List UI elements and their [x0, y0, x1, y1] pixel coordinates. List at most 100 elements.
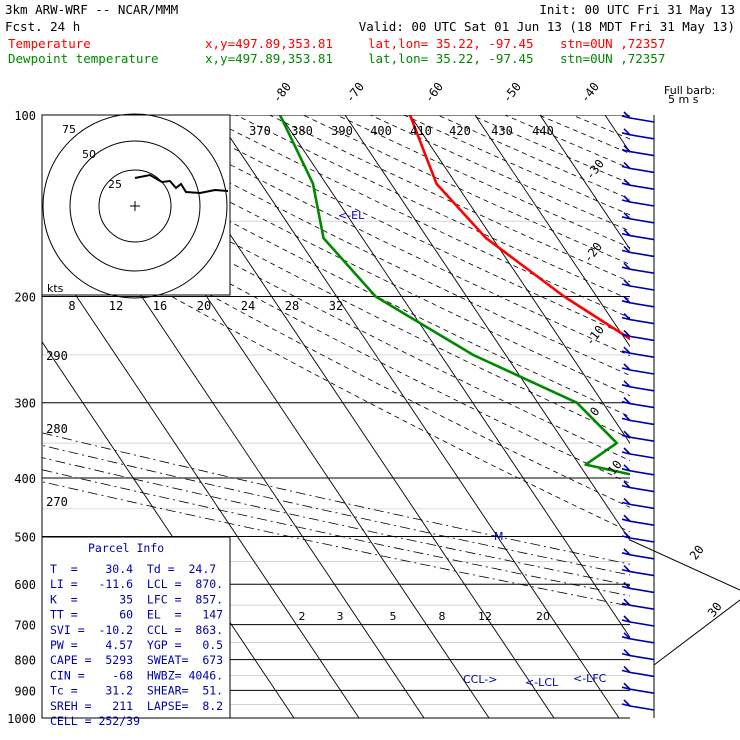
isotherm — [474, 115, 630, 348]
pressure-label: 100 — [14, 109, 36, 123]
theta-label: 410 — [410, 124, 432, 138]
wind-barb — [621, 262, 655, 274]
dry-adiabat — [269, 115, 630, 283]
hodograph-ring — [69, 140, 201, 272]
wind-barb — [621, 615, 655, 627]
mixing-ratio-label: 20 — [536, 610, 550, 623]
barb-label: Full barb: — [664, 84, 715, 97]
dry-adiabat — [504, 115, 630, 169]
theta-label: 370 — [249, 124, 271, 138]
wind-barb — [621, 548, 655, 560]
model-title: 3km ARW-WRF -- NCAR/MMM — [5, 2, 178, 17]
isotherm-label: -70 — [343, 80, 367, 106]
hodograph-ring — [42, 113, 228, 299]
isotherm-label: -20 — [581, 240, 605, 266]
wind-barb — [621, 699, 655, 711]
hodo-speed-tick: 28 — [285, 299, 299, 313]
legend-name: Dewpoint temperature — [8, 51, 159, 66]
isotherm — [214, 115, 620, 718]
isotherm — [735, 115, 740, 718]
theta-label: 380 — [291, 124, 313, 138]
legend-xy: x,y=497.89,353.81 — [205, 36, 333, 51]
hodograph-trace — [134, 173, 229, 195]
hodo-speed-tick: 20 — [197, 299, 211, 313]
wind-barb — [621, 111, 655, 123]
wind-barb — [621, 464, 655, 476]
dewpoint-profile — [278, 115, 630, 476]
dry-adiabat — [471, 115, 630, 184]
theta-label: 430 — [491, 124, 513, 138]
wind-barb — [621, 195, 655, 207]
parcel-info-row: SREH = 211 LAPSE= 8.2 — [50, 699, 223, 713]
wind-barb — [621, 346, 655, 358]
isotherm-label: -60 — [422, 80, 446, 106]
wind-barb — [621, 229, 655, 241]
temperature-profile — [408, 115, 630, 341]
dry-adiabat — [403, 115, 630, 216]
right-boundary — [629, 539, 740, 591]
mixing-ratio-label: 5 — [390, 610, 397, 623]
mixing-ratio-label: 8 — [439, 610, 446, 623]
theta-label: 270 — [46, 495, 68, 509]
wind-barb — [621, 531, 655, 543]
parcel-info-row: LI = -11.6 LCL = 870. — [50, 577, 223, 591]
pressure-label: 1000 — [7, 712, 36, 726]
isotherm — [344, 115, 630, 542]
theta-label: 440 — [532, 124, 554, 138]
dry-adiabat — [67, 115, 630, 397]
isotherm — [279, 115, 630, 639]
moist-adiabat — [42, 481, 630, 607]
isotherm-label: -10 — [583, 323, 607, 349]
pressure-label: 300 — [14, 397, 36, 411]
ccl-marker: CCL-> — [463, 673, 497, 686]
mixing-ratio-label: 2 — [299, 610, 306, 623]
legend-xy: x,y=497.89,353.81 — [205, 51, 333, 66]
mixing-ratio-label: 12 — [478, 610, 492, 623]
wind-barb — [621, 279, 655, 291]
legend-latlon: lat,lon= 35.22, -97.45 — [368, 36, 534, 51]
wind-barb — [621, 514, 655, 526]
parcel-info-title: Parcel Info — [88, 541, 164, 555]
isotherm — [539, 115, 630, 251]
dry-adiabat — [42, 178, 630, 484]
theta-label: 400 — [370, 124, 392, 138]
hodo-speed-tick: 32 — [329, 299, 343, 313]
wind-barb — [621, 665, 655, 678]
pressure-label: 200 — [14, 291, 36, 305]
wind-barb — [621, 497, 655, 510]
legend-stn: stn=0UN ,72357 — [560, 51, 665, 66]
hodo-speed-tick: 8 — [68, 299, 75, 313]
hodo-ring-label: 50 — [82, 148, 96, 161]
wind-barb — [621, 632, 655, 644]
isotherm — [409, 115, 630, 445]
wind-barb — [621, 682, 655, 694]
valid-time: Valid: 00 UTC Sat 01 Jun 13 (18 MDT Fri … — [359, 19, 735, 34]
wind-barb — [621, 128, 655, 140]
el-marker: <-EL — [338, 209, 365, 222]
wind-barb — [621, 380, 655, 392]
isotherm-label: 30 — [705, 600, 725, 620]
pressure-label: 600 — [14, 578, 36, 592]
parcel-info-box — [41, 536, 231, 719]
moist-adiabat — [42, 469, 630, 597]
dry-adiabat — [370, 115, 630, 232]
isotherm — [42, 244, 360, 718]
wind-barb — [621, 363, 655, 375]
isotherm-label: 10 — [605, 458, 625, 478]
pressure-label: 400 — [14, 472, 36, 486]
parcel-info-row: SVI = -10.2 CCL = 863. — [50, 623, 223, 637]
hodo-ring-label: 75 — [62, 123, 76, 136]
dry-adiabat — [42, 199, 630, 508]
theta-label: 280 — [46, 422, 68, 436]
isotherm-label: 20 — [687, 543, 707, 563]
theta-label: 390 — [331, 124, 353, 138]
isotherm — [670, 115, 740, 718]
dry-adiabat — [538, 115, 630, 155]
dry-adiabat — [302, 115, 630, 265]
parcel-info-row: CAPE = 5293 SWEAT= 673 — [50, 653, 223, 667]
hodograph-ring — [98, 169, 172, 243]
parcel-info-row: CELL = 252/39 — [50, 714, 140, 728]
dry-adiabat — [42, 221, 630, 533]
wind-barb — [621, 313, 655, 325]
